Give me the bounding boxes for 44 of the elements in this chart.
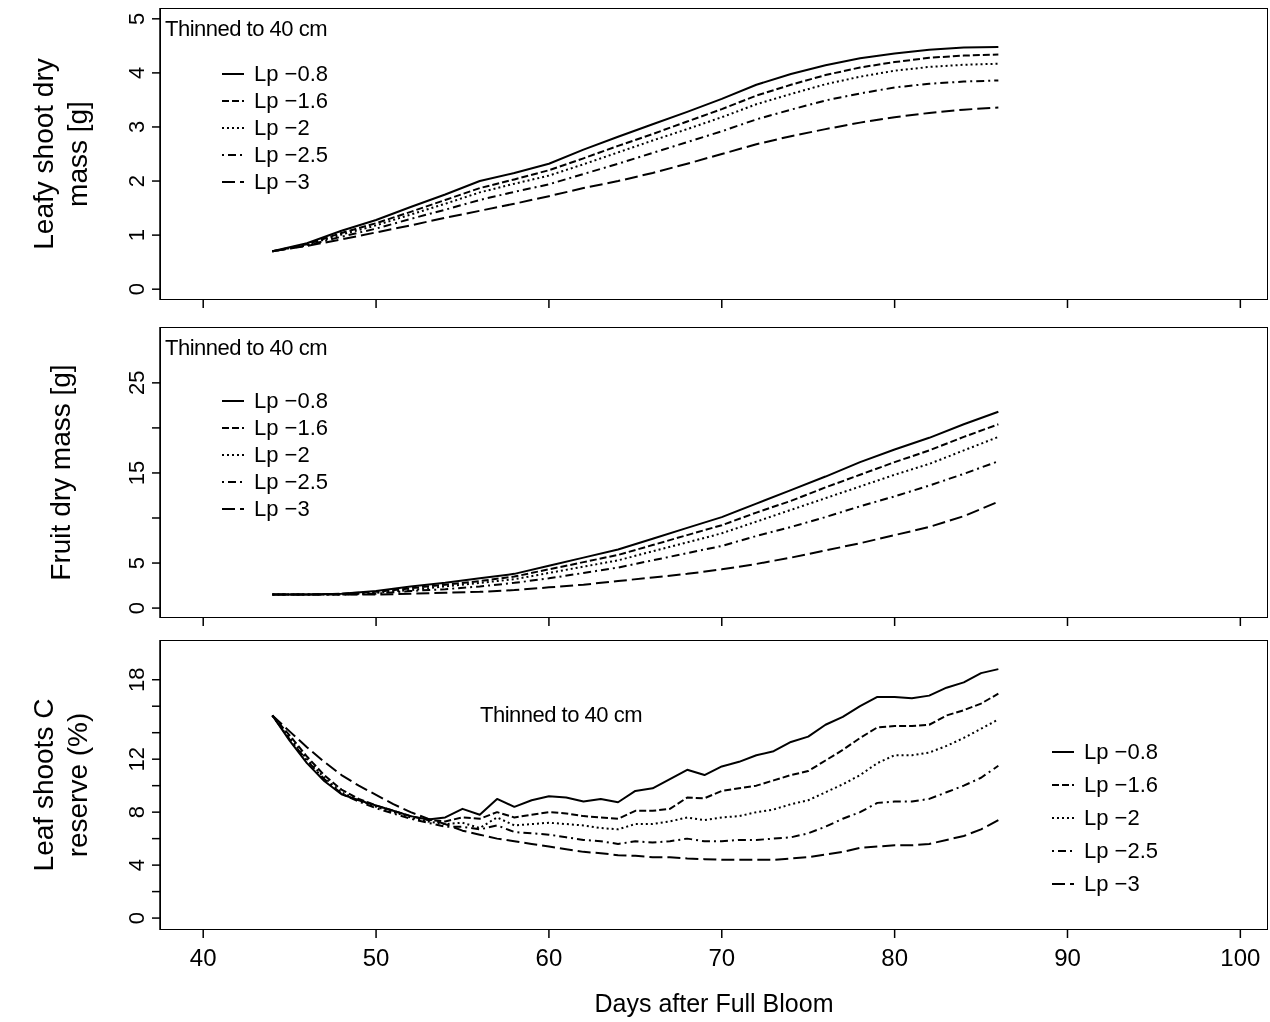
y-tick-label: 5 <box>124 556 149 570</box>
legend-label: Lp −3 <box>254 495 310 522</box>
legend-label: Lp −0.8 <box>254 60 329 87</box>
x-tick-label: 100 <box>1220 944 1261 971</box>
x-tick-label: 70 <box>708 944 736 971</box>
legend-label: Lp −1.6 <box>254 414 329 441</box>
y-tick-label: 3 <box>124 120 149 134</box>
y-tick-label: 0 <box>124 601 149 615</box>
annotation: Thinned to 40 cm <box>165 335 327 361</box>
y-axis-title: Leaf shoots C reserve (%) <box>28 698 93 872</box>
y-tick-label: 4 <box>124 858 149 872</box>
legend-label: Lp −0.8 <box>254 387 329 414</box>
y-tick-label: 0 <box>124 911 149 925</box>
legend-label: Lp −2 <box>254 441 310 468</box>
y-tick-label: 2 <box>124 174 149 188</box>
x-tick-label: 60 <box>535 944 563 971</box>
legend-label: Lp −1.6 <box>254 87 329 114</box>
y-axis-title: Leafy shoot dry mass [g] <box>28 58 93 250</box>
y-tick-label: 0 <box>124 283 149 296</box>
x-tick-label: 40 <box>189 944 217 971</box>
legend-label: Lp −1.6 <box>1083 771 1158 798</box>
legend-label: Lp −2.5 <box>254 468 329 495</box>
y-tick-label: 18 <box>124 667 149 692</box>
y-tick-label: 1 <box>124 228 149 242</box>
legend-label: Lp −2.5 <box>254 141 329 168</box>
annotation: Thinned to 40 cm <box>165 16 327 42</box>
legend-label: Lp −2.5 <box>1083 837 1158 864</box>
legend-label: Lp −2 <box>1083 804 1140 831</box>
y-axis-title: Fruit dry mass [g] <box>45 364 76 581</box>
legend-label: Lp −3 <box>1083 870 1140 897</box>
y-tick-label: 12 <box>124 746 149 772</box>
legend-label: Lp −0.8 <box>1083 738 1158 765</box>
x-tick-label: 50 <box>362 944 390 971</box>
legend-label: Lp −3 <box>254 168 310 195</box>
y-tick-label: 15 <box>124 460 149 486</box>
y-tick-label: 8 <box>124 806 149 819</box>
x-axis-title: Days after Full Bloom <box>593 988 835 1018</box>
x-tick-label: 90 <box>1054 944 1081 971</box>
y-tick-label: 5 <box>124 12 149 25</box>
legend-label: Lp −2 <box>254 114 310 141</box>
y-tick-label: 25 <box>124 370 149 396</box>
annotation: Thinned to 40 cm <box>480 702 642 728</box>
x-tick-label: 80 <box>881 944 908 971</box>
y-tick-label: 4 <box>124 66 149 80</box>
